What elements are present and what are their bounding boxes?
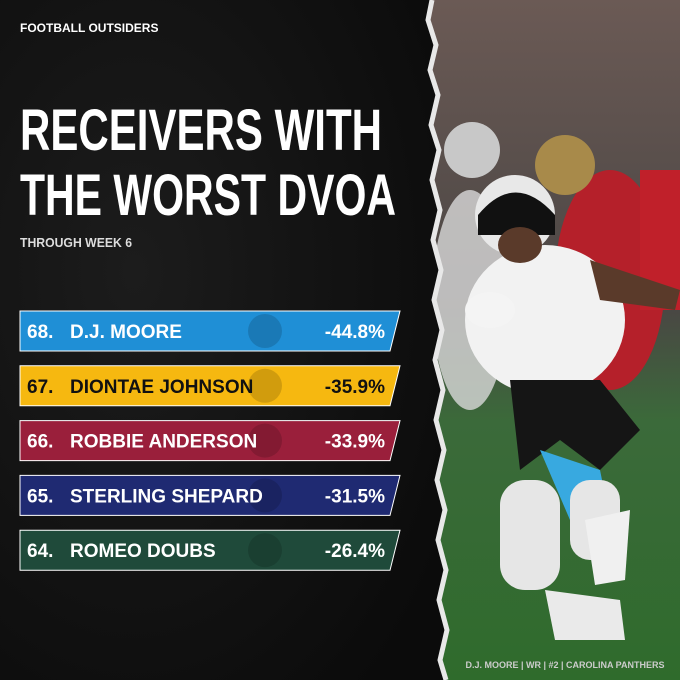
team-logo: [248, 314, 282, 348]
row: 65. STERLING SHEPARD -31.5%: [19, 474, 401, 516]
row: 67. DIONTAE JOHNSON -35.9%: [19, 365, 401, 407]
title-line: THE WORST DVOA: [20, 163, 396, 228]
team-logo: [248, 533, 282, 568]
row-bar: [19, 474, 401, 516]
dvoa-value: -33.9%: [325, 432, 385, 453]
rank: 67.: [27, 377, 53, 398]
player-name: DIONTAE JOHNSON: [70, 377, 253, 398]
title-line: RECEIVERS WITH: [20, 98, 382, 163]
team-logo: [248, 478, 282, 513]
player-name: ROBBIE ANDERSON: [70, 432, 257, 453]
subtitle: THROUGH WEEK 6: [20, 235, 132, 250]
player-name: STERLING SHEPARD: [70, 486, 263, 507]
row-bar: [19, 365, 401, 407]
row-bar: [19, 420, 401, 462]
row: 64. ROMEO DOUBS -26.4%: [19, 529, 401, 571]
player-name: ROMEO DOUBS: [70, 541, 216, 562]
dvoa-value: -26.4%: [325, 541, 385, 562]
team-logo: [248, 423, 282, 458]
player-name: D.J. MOORE: [70, 322, 182, 343]
row-bar: [19, 529, 401, 571]
row: 68. D.J. MOORE -44.8%: [19, 310, 401, 352]
rank: 64.: [27, 541, 53, 562]
dvoa-value: -31.5%: [325, 486, 385, 507]
row: 66. ROBBIE ANDERSON -33.9%: [19, 420, 401, 462]
photo-caption: D.J. MOORE | WR | #2 | CAROLINA PANTHERS: [465, 660, 664, 670]
dvoa-value: -44.8%: [325, 322, 385, 343]
dvoa-value: -35.9%: [325, 377, 385, 398]
team-logo: [248, 368, 282, 403]
brand: FOOTBALL OUTSIDERS: [20, 21, 158, 35]
rank: 66.: [27, 432, 53, 453]
rank: 65.: [27, 486, 53, 507]
rank: 68.: [27, 322, 53, 343]
row-bar: [19, 310, 401, 352]
photo-player: [465, 175, 680, 640]
torn-edge: [425, 0, 450, 680]
